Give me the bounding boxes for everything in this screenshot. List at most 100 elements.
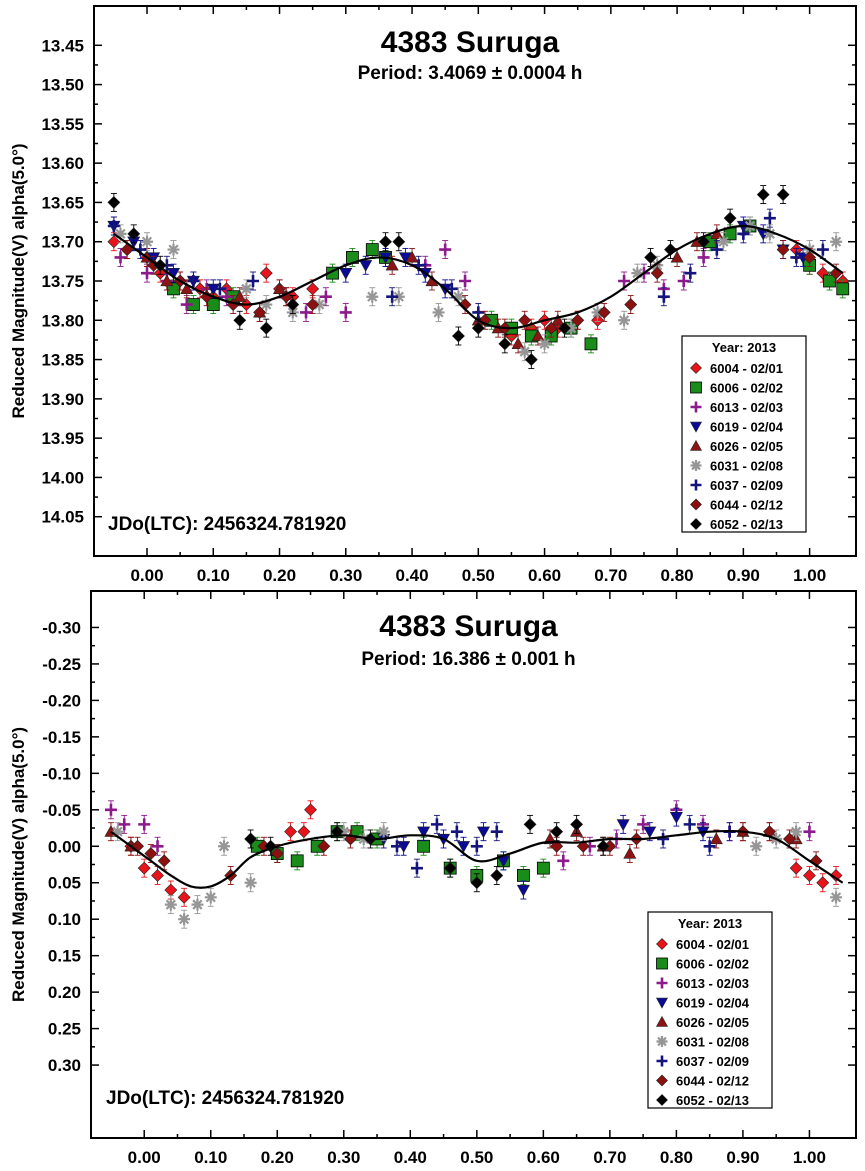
- series-6026: [104, 822, 803, 864]
- x-tick-label: 1.00: [793, 566, 826, 585]
- x-tick-label: 0.20: [263, 566, 296, 585]
- data-point: [164, 883, 178, 897]
- data-point: [544, 321, 558, 335]
- legend-entry: 6004 - 02/01: [710, 361, 783, 376]
- data-point: [417, 826, 431, 839]
- data-point: [710, 243, 723, 256]
- data-point: [290, 854, 304, 868]
- y-tick-label: 13.55: [41, 115, 84, 134]
- data-point: [670, 250, 684, 263]
- legend-marker: [690, 460, 702, 471]
- data-point: [591, 306, 604, 319]
- data-point: [127, 227, 141, 241]
- legend-box: [647, 911, 773, 1109]
- legend-entry: 6013 - 02/03: [710, 400, 783, 415]
- data-point: [151, 869, 164, 882]
- legend-entry: 6013 - 02/03: [676, 976, 749, 991]
- data-point: [550, 839, 564, 853]
- data-point: [240, 282, 253, 295]
- data-point: [306, 298, 320, 311]
- data-point: [498, 337, 512, 351]
- data-point: [459, 275, 472, 287]
- legend-marker: [656, 938, 668, 950]
- data-point: [300, 306, 313, 319]
- y-axis-label: Reduced Magnitude(V) alpha(5.0°): [9, 727, 28, 1002]
- y-tick-label: -0.30: [42, 618, 81, 637]
- data-point: [297, 825, 311, 839]
- data-point: [259, 321, 273, 335]
- data-point: [259, 266, 273, 280]
- data-point: [439, 243, 452, 256]
- data-point: [683, 818, 696, 831]
- data-point: [790, 251, 803, 264]
- legend-entry: 6052 - 02/13: [676, 1093, 749, 1108]
- data-point: [178, 913, 191, 926]
- y-tick-label: 13.85: [41, 351, 84, 370]
- data-point: [213, 282, 226, 295]
- data-point: [516, 884, 530, 897]
- series-6013: [104, 800, 816, 871]
- data-point: [789, 861, 803, 875]
- data-point: [430, 818, 443, 831]
- y-tick-label: 13.80: [41, 311, 84, 330]
- data-point: [763, 227, 776, 240]
- x-tick-label: 1.00: [793, 1148, 826, 1167]
- data-point: [490, 869, 504, 882]
- data-point: [511, 337, 525, 349]
- data-point: [763, 212, 776, 225]
- data-point: [538, 337, 551, 350]
- data-point: [457, 841, 471, 853]
- data-point: [138, 818, 151, 831]
- data-point: [337, 825, 350, 838]
- legend-marker: [689, 439, 703, 451]
- data-point: [141, 235, 154, 248]
- data-point: [536, 861, 550, 875]
- y-tick-label: 13.90: [41, 390, 84, 409]
- legend-marker: [656, 1055, 668, 1067]
- data-point: [637, 818, 650, 831]
- x-tick-label: 0.20: [261, 1148, 294, 1167]
- data-point: [206, 298, 220, 311]
- data-point: [524, 353, 538, 366]
- y-tick-label: 13.60: [41, 154, 84, 173]
- series-6031: [114, 216, 843, 362]
- data-point: [141, 267, 154, 280]
- x-tick-label: 0.60: [528, 566, 561, 585]
- data-point: [523, 817, 537, 831]
- data-point: [114, 251, 127, 264]
- series-6006: [167, 216, 850, 354]
- x-tick-label: 0.00: [130, 566, 163, 585]
- y-tick-label: 0.20: [48, 983, 81, 1002]
- fourier-fit-curve: [113, 224, 844, 330]
- legend-marker: [655, 1015, 669, 1027]
- period-subtitle: Period: 3.4069 ± 0.0004 h: [358, 63, 583, 84]
- data-point: [247, 275, 260, 287]
- chart-title: 4383 Suruga: [379, 610, 558, 643]
- data-point: [304, 803, 317, 817]
- data-point: [357, 832, 370, 845]
- data-point: [643, 826, 657, 839]
- data-point: [616, 819, 630, 832]
- data-point: [391, 840, 403, 853]
- data-point: [644, 251, 658, 264]
- data-point: [551, 313, 565, 326]
- data-point: [417, 839, 431, 853]
- data-point: [618, 275, 631, 287]
- legend-entry: 6006 - 02/02: [710, 381, 783, 396]
- series-6052: [244, 814, 610, 893]
- data-point: [180, 298, 193, 311]
- legend-entry: 6037 - 02/09: [710, 478, 783, 493]
- data-point: [737, 227, 750, 240]
- y-tick-label: 13.65: [41, 193, 84, 212]
- data-point: [359, 260, 373, 272]
- data-point: [218, 840, 231, 853]
- data-point: [392, 290, 405, 303]
- data-point: [452, 290, 465, 303]
- x-tick-label: 0.30: [329, 566, 362, 585]
- chart-title: 4383 Suruga: [381, 26, 560, 59]
- legend-entry: 6044 - 02/12: [710, 498, 783, 513]
- data-point: [319, 290, 332, 303]
- data-point: [756, 188, 770, 201]
- x-tick-label: 0.40: [394, 1148, 427, 1167]
- y-tick-label: 13.70: [41, 233, 84, 252]
